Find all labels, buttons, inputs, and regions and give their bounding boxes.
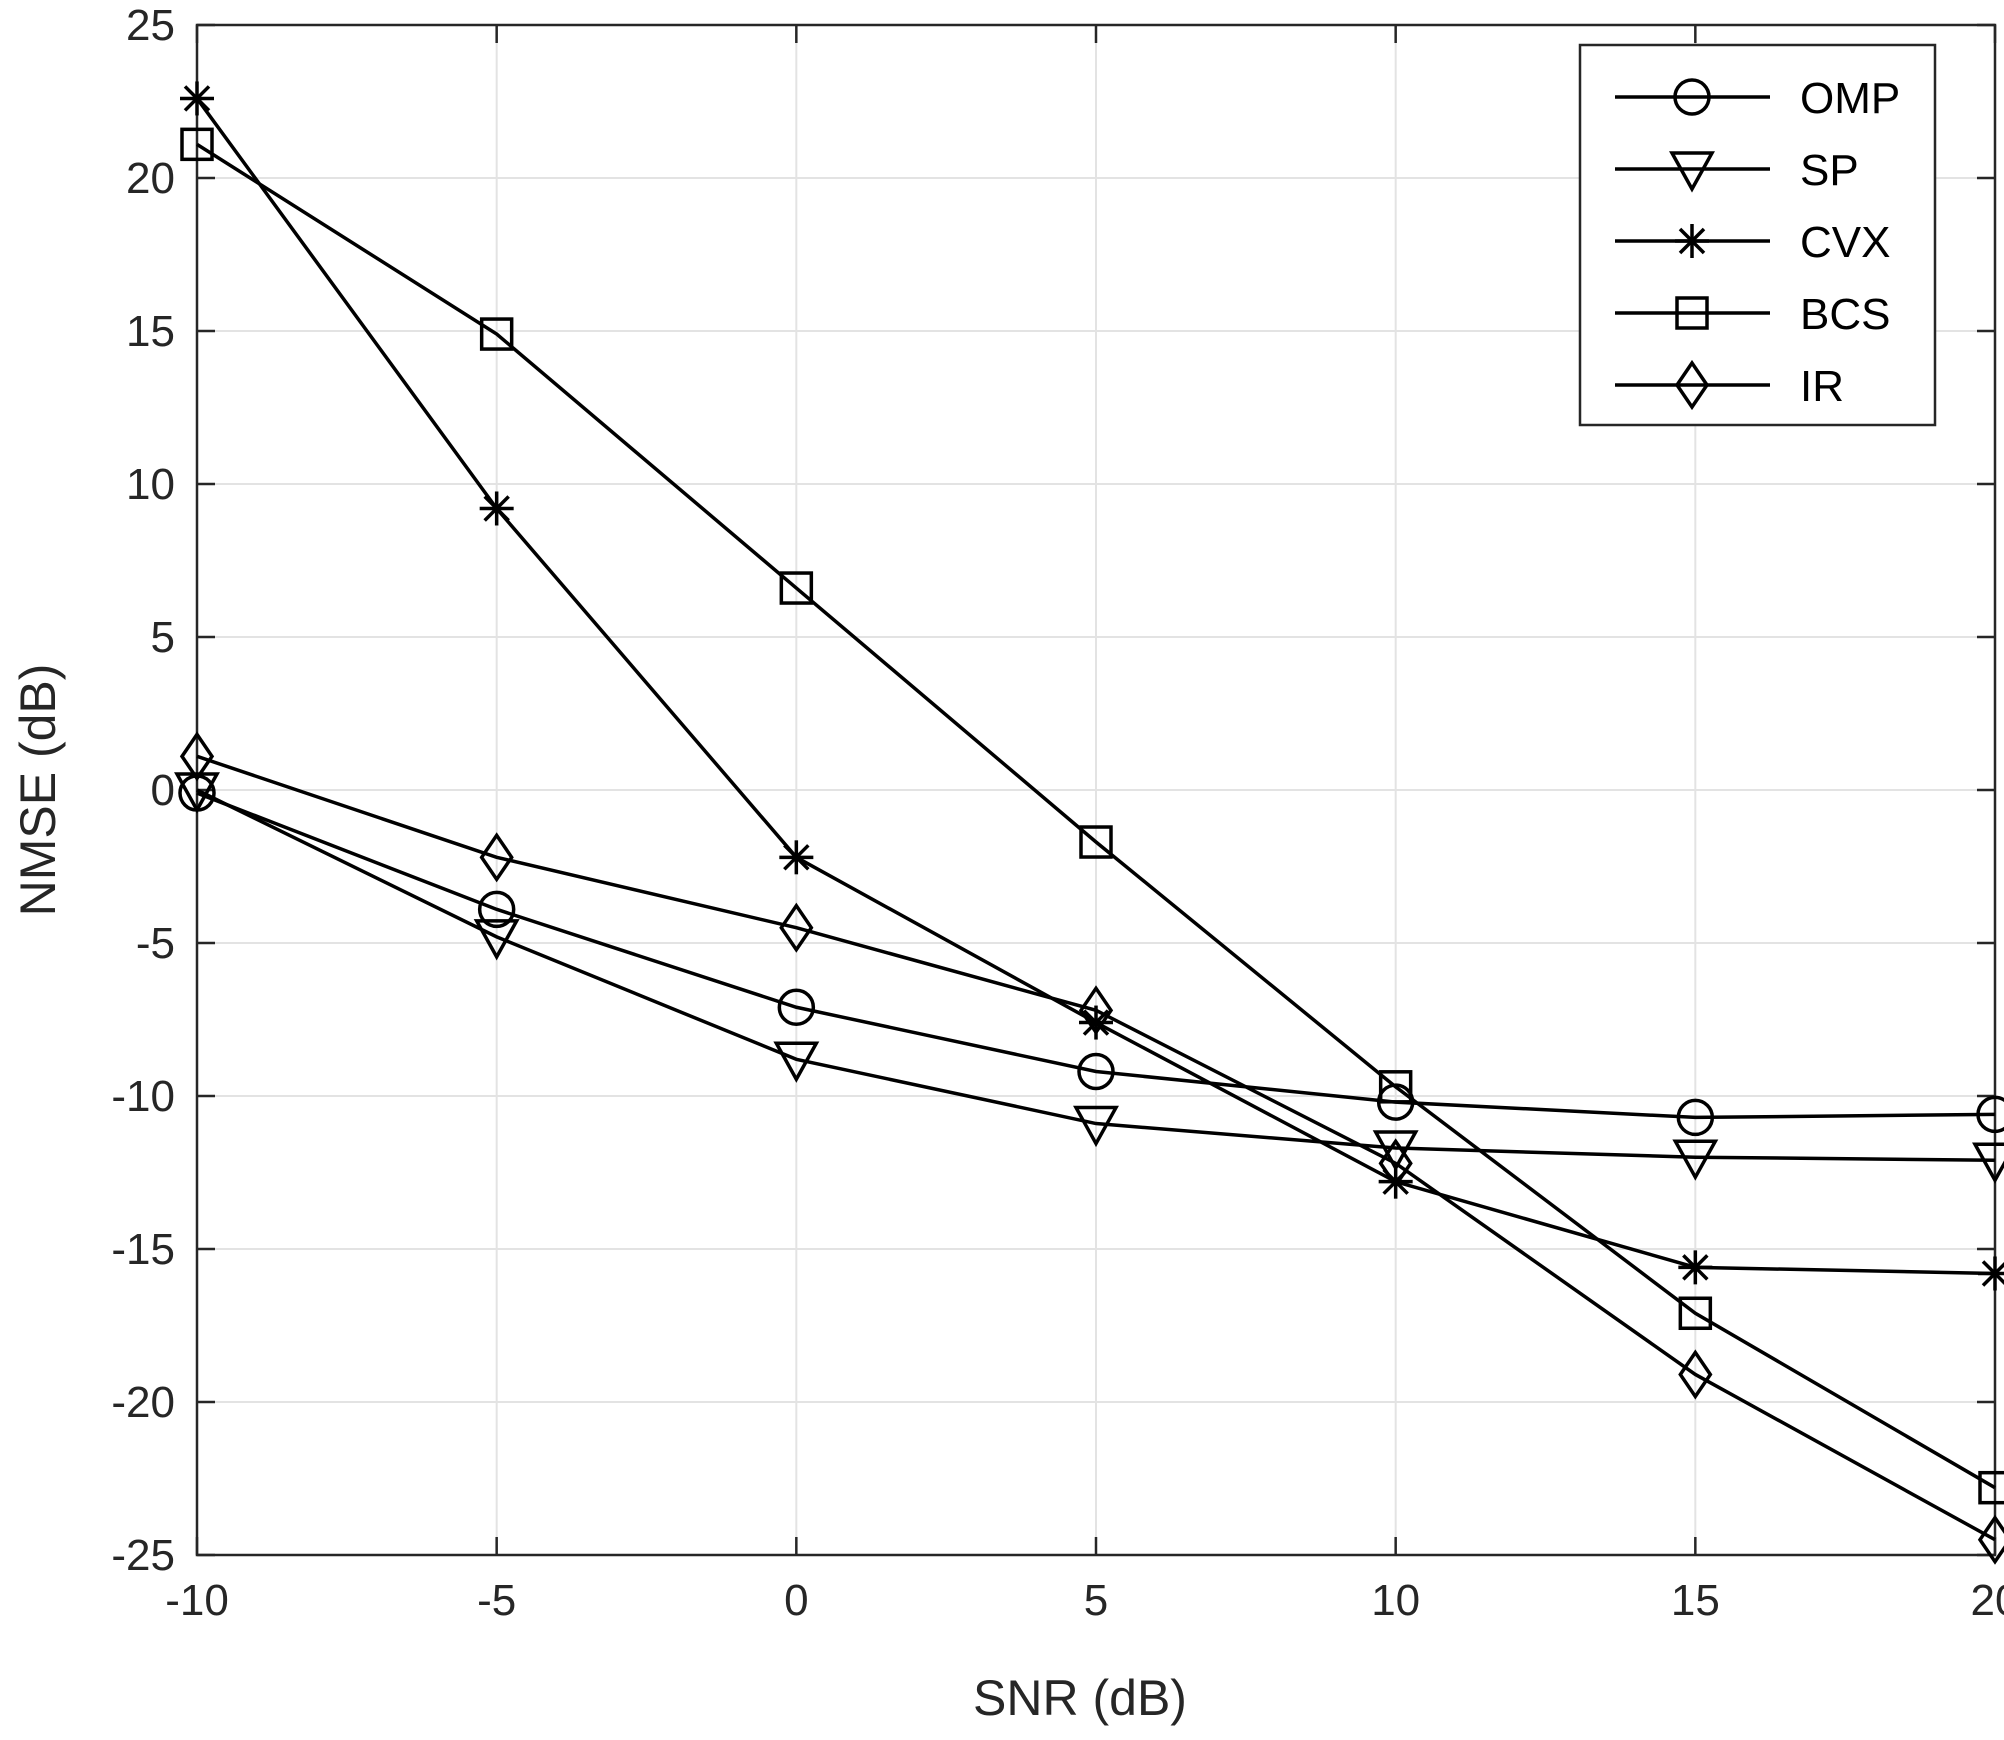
y-tick-label: 0 xyxy=(151,766,175,815)
x-tick-label: -10 xyxy=(165,1576,229,1625)
data-point-cvx xyxy=(779,840,814,875)
legend-marker-omp xyxy=(1673,78,1711,116)
asterisk-stroke xyxy=(183,85,211,112)
legend-label-bcs: BCS xyxy=(1800,290,1890,339)
data-point-sp xyxy=(1372,1130,1419,1172)
y-tick-label: -15 xyxy=(111,1225,175,1274)
data-point-ir xyxy=(179,731,215,782)
data-point-omp xyxy=(777,988,816,1027)
data-point-cvx xyxy=(1678,1250,1713,1285)
data-point-sp xyxy=(1672,1139,1719,1181)
tick-labels: -10 -5 0 5 10 15 20 25 20 15 10 5 0 -5 -10 -15 -20 -25 xyxy=(111,1,2004,1625)
asterisk-stroke xyxy=(1682,1254,1709,1281)
series-ir xyxy=(179,731,2004,1565)
x-axis-title: SNR (dB) xyxy=(973,1670,1187,1726)
legend-label-ir: IR xyxy=(1800,362,1844,411)
legend-marker-ir xyxy=(1674,359,1710,411)
series-line-omp xyxy=(196,791,1996,1120)
data-point-ir xyxy=(479,832,514,883)
y-tick-label: -20 xyxy=(111,1378,175,1427)
y-axis-title: NMSE (dB) xyxy=(10,664,66,917)
legend-item-ir: IR xyxy=(1615,359,1844,411)
x-tick-label: -5 xyxy=(477,1576,516,1625)
data-point-bcs xyxy=(779,571,814,605)
data-point-bcs xyxy=(1978,1470,2004,1505)
data-point-ir xyxy=(1378,1138,1413,1189)
legend-box xyxy=(1578,43,1937,427)
asterisk-stroke xyxy=(1981,1262,2004,1287)
asterisk-stroke xyxy=(783,844,810,871)
y-tick-label: 25 xyxy=(126,1,175,50)
data-point-bcs xyxy=(1678,1296,1713,1331)
data-point-sp xyxy=(773,1041,820,1083)
data-point-sp xyxy=(1972,1142,2004,1184)
legend-item-cvx: CVX xyxy=(1615,218,1890,267)
legend-item-bcs: BCS xyxy=(1615,290,1890,339)
data-point-cvx xyxy=(180,81,214,116)
legend-label-omp: OMP xyxy=(1800,74,1900,123)
legend-label-sp: SP xyxy=(1800,146,1859,195)
series-line-ir xyxy=(196,754,1996,1542)
legend-label-cvx: CVX xyxy=(1800,218,1890,267)
data-point-bcs xyxy=(479,317,514,351)
x-tick-label: 15 xyxy=(1671,1576,1720,1625)
data-point-omp xyxy=(477,890,516,929)
asterisk-stroke xyxy=(1678,227,1706,255)
y-tick-label: 15 xyxy=(126,307,175,356)
y-tick-label: -25 xyxy=(111,1531,175,1580)
legend-marker-cvx xyxy=(1675,224,1709,258)
data-point-omp xyxy=(1976,1095,2004,1134)
data-point-sp xyxy=(174,772,220,814)
legend-item-omp: OMP xyxy=(1615,74,1900,123)
series-cvx xyxy=(180,81,2004,1291)
data-point-cvx xyxy=(1978,1256,2004,1291)
data-point-omp xyxy=(1077,1052,1115,1091)
y-tick-label: 5 xyxy=(151,613,175,662)
x-tick-label: 5 xyxy=(1084,1576,1108,1625)
legend-marker-sp xyxy=(1669,151,1715,193)
x-tick-label: 20 xyxy=(1971,1576,2004,1625)
y-tick-label: 20 xyxy=(126,154,175,203)
data-point-bcs xyxy=(180,127,214,162)
legend-marker-bcs xyxy=(1675,296,1709,330)
data-series xyxy=(174,81,2004,1565)
data-point-ir xyxy=(1977,1514,2004,1565)
data-point-ir xyxy=(779,902,814,953)
legend-item-sp: SP xyxy=(1615,146,1859,195)
data-point-ir xyxy=(1678,1349,1713,1400)
data-point-bcs xyxy=(1378,1070,1413,1104)
y-tick-label: -5 xyxy=(136,919,175,968)
data-point-sp xyxy=(473,919,520,961)
legend: OMP SP CVX BCS IR xyxy=(1578,43,1937,427)
asterisk-stroke xyxy=(483,495,510,522)
data-point-cvx xyxy=(479,491,514,526)
series-sp xyxy=(174,772,2004,1184)
x-tick-label: 0 xyxy=(784,1576,808,1625)
data-point-omp xyxy=(1676,1098,1715,1137)
y-tick-label: -10 xyxy=(111,1072,175,1121)
series-line-sp xyxy=(196,788,1996,1163)
series-bcs xyxy=(180,127,2004,1505)
data-point-sp xyxy=(1073,1105,1119,1148)
series-line-bcs xyxy=(196,142,1996,1490)
data-point-bcs xyxy=(1079,825,1113,859)
data-point-ir xyxy=(1078,985,1114,1036)
x-tick-label: 10 xyxy=(1371,1576,1420,1625)
y-tick-label: 10 xyxy=(126,460,175,509)
